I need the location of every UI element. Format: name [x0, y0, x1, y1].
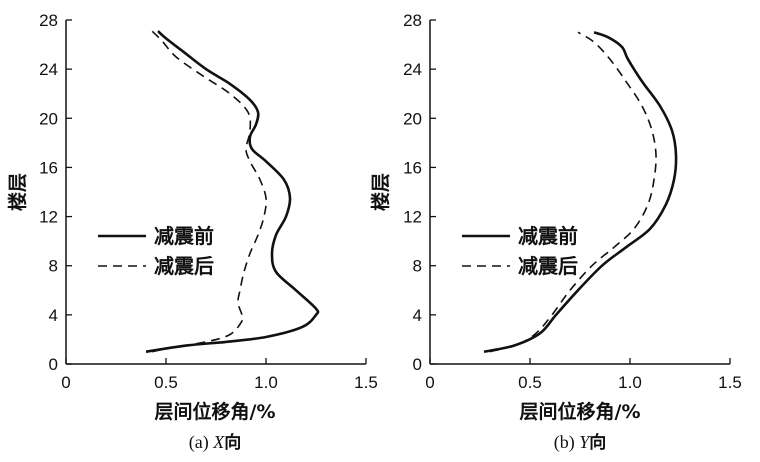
caption-suffix: 向 — [589, 432, 606, 453]
y-tick-label: 4 — [413, 306, 422, 325]
x-axis-title: 层间位移角/% — [520, 400, 641, 423]
y-tick-label: 12 — [403, 208, 422, 227]
y-tick-label: 16 — [39, 158, 58, 177]
series-line-before — [483, 31, 678, 353]
series-line-after — [489, 31, 657, 353]
x-tick-label: 0 — [425, 373, 434, 392]
legend-label: 减震前 — [518, 224, 578, 248]
panel-caption: (b) Y向 — [554, 432, 607, 453]
y-axis-title: 楼层 — [6, 173, 29, 211]
caption-prefix: (b) — [554, 432, 580, 453]
x-axis-title: 层间位移角/% — [155, 400, 276, 423]
x-tick-label: 1.0 — [618, 373, 642, 392]
y-tick-label: 16 — [403, 158, 422, 177]
y-tick-label: 0 — [413, 355, 422, 374]
caption-prefix: (a) — [189, 432, 213, 453]
y-tick-label: 20 — [39, 109, 58, 128]
y-tick-label: 20 — [403, 109, 422, 128]
y-tick-label: 28 — [403, 11, 422, 30]
caption-variable: Y — [579, 432, 591, 452]
panel-caption: (a) X向 — [189, 432, 241, 453]
x-tick-label: 1.5 — [354, 373, 378, 392]
y-tick-label: 24 — [39, 60, 58, 79]
y-tick-label: 4 — [49, 306, 58, 325]
y-tick-label: 0 — [49, 355, 58, 374]
legend-label: 减震前 — [154, 224, 214, 248]
y-tick-label: 24 — [403, 60, 422, 79]
series-line-before — [145, 30, 320, 353]
caption-variable: X — [212, 432, 225, 452]
y-axis-title: 楼层 — [369, 173, 392, 211]
y-tick-label: 8 — [49, 257, 58, 276]
x-tick-label: 1.0 — [254, 373, 278, 392]
y-tick-label: 8 — [413, 257, 422, 276]
legend-label: 减震后 — [154, 254, 214, 278]
y-tick-label: 12 — [39, 208, 58, 227]
x-tick-label: 0 — [61, 373, 70, 392]
x-tick-label: 0.5 — [154, 373, 178, 392]
y-tick-label: 28 — [39, 11, 58, 30]
series-line-after — [151, 30, 267, 353]
legend-label: 减震后 — [518, 254, 578, 278]
caption-suffix: 向 — [224, 432, 241, 453]
x-tick-label: 1.5 — [718, 373, 742, 392]
x-tick-label: 0.5 — [518, 373, 542, 392]
